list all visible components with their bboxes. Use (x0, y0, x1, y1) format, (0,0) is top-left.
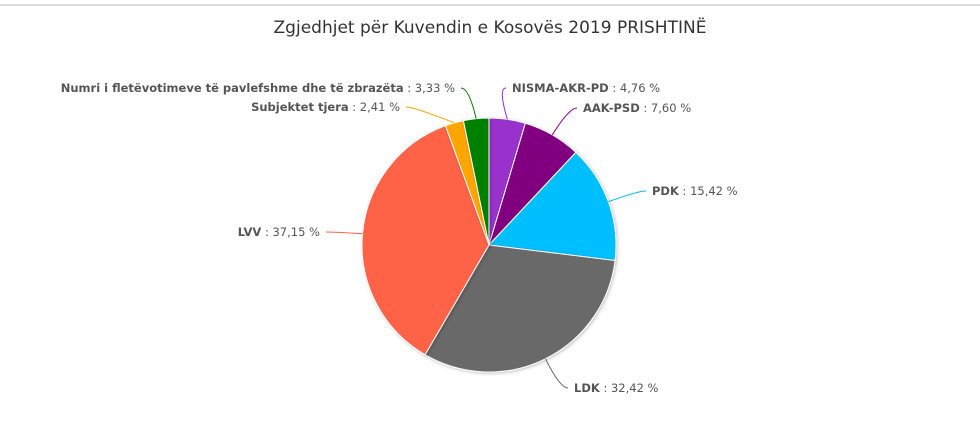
data-label-value: : 37,15 % (261, 225, 320, 239)
connector-6 (460, 87, 477, 119)
chart-title: Zgjedhjet për Kuvendin e Kosovës 2019 PR… (274, 17, 707, 38)
data-label-value: : 2,41 % (349, 100, 400, 114)
data-label-name: LVV (238, 225, 262, 239)
data-label-name: NISMA-AKR-PD (512, 81, 609, 95)
data-label-0: NISMA-AKR-PD : 4,76 % (512, 81, 660, 95)
data-label-value: : 7,60 % (640, 101, 691, 115)
pie-slice-4[interactable] (361, 125, 490, 356)
pie-slice-2[interactable] (487, 151, 617, 262)
pie-slice-6[interactable] (462, 117, 490, 246)
top-border (0, 4, 980, 6)
connector-4 (325, 231, 363, 235)
data-label-name: Numri i fletëvotimeve të pavlefshme dhe … (61, 81, 404, 95)
data-label-value: : 4,76 % (609, 81, 660, 95)
data-label-name: LDK (574, 381, 601, 395)
data-label-5: Subjektet tjera : 2,41 % (251, 100, 400, 114)
connector-0 (501, 87, 508, 120)
connector-3 (544, 358, 569, 389)
data-label-2: PDK : 15,42 % (652, 184, 738, 198)
data-label-name: AAK-PSD (583, 101, 640, 115)
data-label-3: LDK : 32,42 % (574, 381, 659, 395)
connector-5 (405, 106, 455, 124)
data-label-name: PDK (652, 184, 680, 198)
data-label-value: : 15,42 % (679, 184, 738, 198)
connector-1 (551, 107, 578, 136)
data-label-value: : 3,33 % (404, 81, 455, 95)
data-label-value: : 32,42 % (600, 381, 659, 395)
pie-slice-3[interactable] (424, 244, 616, 373)
data-label-name: Subjektet tjera (251, 100, 349, 114)
data-label-6: Numri i fletëvotimeve të pavlefshme dhe … (61, 81, 455, 95)
data-label-1: AAK-PSD : 7,60 % (583, 101, 691, 115)
data-label-4: LVV : 37,15 % (238, 225, 320, 239)
connector-2 (608, 190, 647, 203)
